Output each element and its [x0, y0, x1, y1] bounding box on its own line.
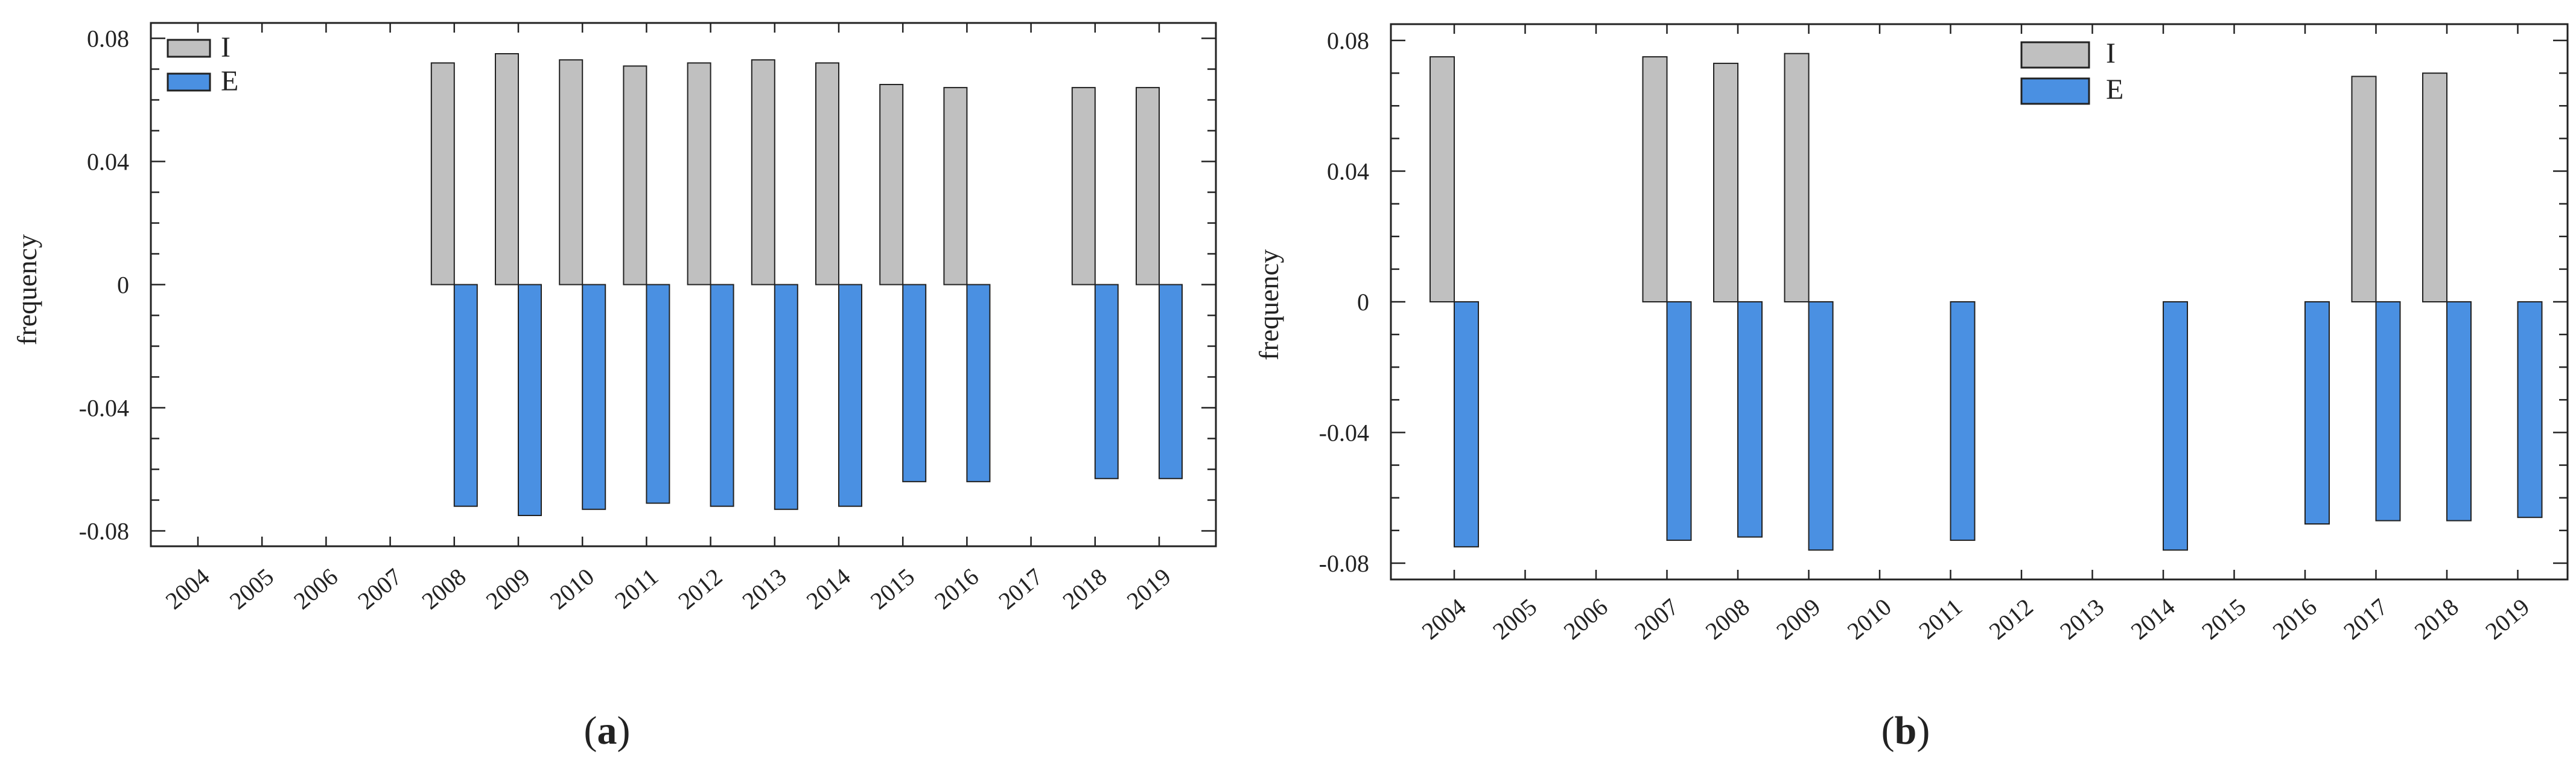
bar-e-2007: [1666, 301, 1692, 541]
legend-a: I E: [167, 31, 238, 97]
y-tick-label: 0: [117, 272, 129, 299]
plot-frame-a: [150, 22, 1217, 547]
y-tick-label: -0.08: [1319, 550, 1369, 577]
bar-i-2018: [1071, 87, 1096, 286]
bar-e-2012: [710, 284, 734, 507]
bar-i-2013: [751, 59, 775, 286]
y-axis-label-b: frequency: [1253, 249, 1284, 360]
bar-e-2014: [838, 284, 862, 507]
legend-swatch-e: [167, 72, 211, 92]
y-axis-label-a: frequency: [11, 234, 42, 345]
y-tick-label: -0.08: [79, 518, 129, 545]
bar-e-2014: [2163, 301, 2188, 551]
bar-e-2018: [1094, 284, 1119, 479]
bar-i-2012: [687, 62, 711, 286]
bar-i-2015: [879, 84, 904, 286]
bar-i-2007: [1642, 56, 1668, 302]
bar-e-2019: [2517, 301, 2543, 519]
y-tick-label: 0: [1357, 289, 1369, 316]
bar-e-2004: [1454, 301, 1479, 547]
bar-e-2010: [582, 284, 606, 510]
bar-i-2004: [1430, 56, 1455, 302]
bar-i-2011: [623, 65, 647, 286]
y-tick-labels-a: 0.08 0.04 0 -0.04 -0.08: [79, 25, 129, 545]
legend-swatch-i: [2020, 41, 2090, 69]
bar-i-2009: [1784, 53, 1810, 303]
bar-e-2009: [1808, 301, 1834, 551]
bar-e-2009: [518, 284, 542, 516]
bar-e-2016: [2304, 301, 2330, 525]
bar-e-2018: [2446, 301, 2472, 522]
bar-e-2011: [1950, 301, 1976, 541]
bar-e-2015: [902, 284, 927, 482]
chart-panel-b: frequency 0.080.040-0.04-0.08 2004 2005 20…: [1253, 23, 2569, 753]
legend-swatch-e: [2020, 77, 2090, 105]
y-tick-labels-b: 0.08 0.04 0 -0.04 -0.08: [1319, 27, 1369, 577]
bar-e-2013: [774, 284, 798, 510]
plot-frame-b: [1390, 23, 2569, 581]
legend-label-e: E: [221, 65, 238, 97]
bar-e-2011: [646, 284, 670, 504]
bar-e-2016: [966, 284, 991, 482]
bars-a: [430, 53, 1183, 516]
panel-label-a: (a): [584, 709, 631, 753]
y-tick-label: -0.04: [79, 395, 129, 422]
legend-label-i: I: [2106, 37, 2116, 69]
bar-e-2008: [1737, 301, 1763, 538]
y-tick-label: 0.08: [1327, 27, 1369, 54]
bar-i-2017: [2351, 75, 2377, 303]
bars-b: [1430, 53, 2543, 551]
bar-e-2019: [1159, 284, 1183, 479]
panel-label-b: (b): [1881, 709, 1930, 753]
bar-i-2009: [495, 53, 519, 286]
legend-swatch-i: [167, 39, 211, 58]
bar-i-2016: [943, 87, 968, 286]
legend-label-i: I: [221, 31, 231, 63]
bar-i-2010: [559, 59, 584, 286]
legend-b: I E: [2020, 37, 2123, 106]
legend-label-e: E: [2106, 74, 2123, 106]
y-tick-label: -0.04: [1319, 419, 1369, 446]
bar-i-2018: [2422, 72, 2447, 302]
y-tick-label: 0.04: [1327, 158, 1369, 185]
bar-i-2019: [1136, 87, 1160, 286]
bar-i-2008: [1713, 62, 1738, 303]
bar-i-2014: [815, 62, 839, 286]
bar-e-2017: [2375, 301, 2401, 522]
y-tick-label: 0.08: [87, 25, 129, 53]
y-tick-label: 0.04: [87, 148, 129, 176]
bar-i-2008: [430, 62, 455, 286]
bar-e-2008: [453, 284, 478, 507]
